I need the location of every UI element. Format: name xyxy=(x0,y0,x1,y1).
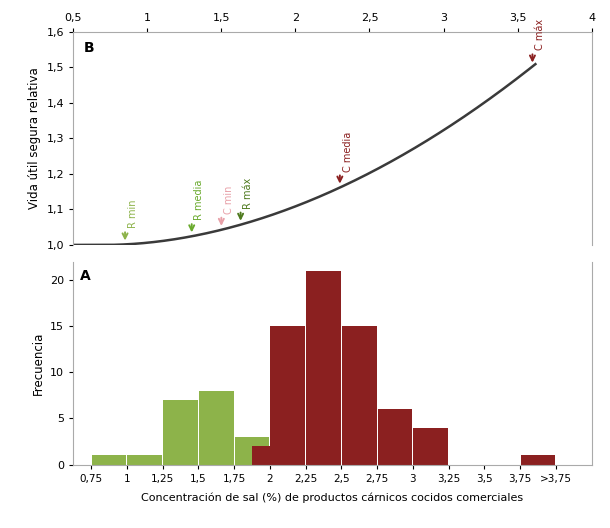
X-axis label: Concentración de sal (%) de productos cárnicos cocidos comerciales: Concentración de sal (%) de productos cá… xyxy=(142,492,523,503)
Text: C máx: C máx xyxy=(535,20,545,51)
Text: A: A xyxy=(80,269,90,283)
Bar xyxy=(378,409,412,465)
Text: R media: R media xyxy=(195,180,204,220)
Bar xyxy=(163,400,198,465)
Text: R máx: R máx xyxy=(243,177,253,209)
Bar xyxy=(199,391,234,465)
Text: R min: R min xyxy=(127,200,138,229)
Text: C media: C media xyxy=(343,131,353,172)
Y-axis label: Frecuencia: Frecuencia xyxy=(32,332,45,395)
Text: B: B xyxy=(84,41,94,54)
Bar xyxy=(306,271,341,465)
Bar xyxy=(253,446,270,465)
Bar xyxy=(235,437,270,465)
Text: C min: C min xyxy=(224,185,234,214)
Y-axis label: Vida útil segura relativa: Vida útil segura relativa xyxy=(28,68,41,209)
Bar xyxy=(92,456,126,465)
Bar xyxy=(414,428,448,465)
Bar xyxy=(270,326,305,465)
Bar xyxy=(127,456,162,465)
Bar xyxy=(342,326,376,465)
Bar xyxy=(521,456,555,465)
